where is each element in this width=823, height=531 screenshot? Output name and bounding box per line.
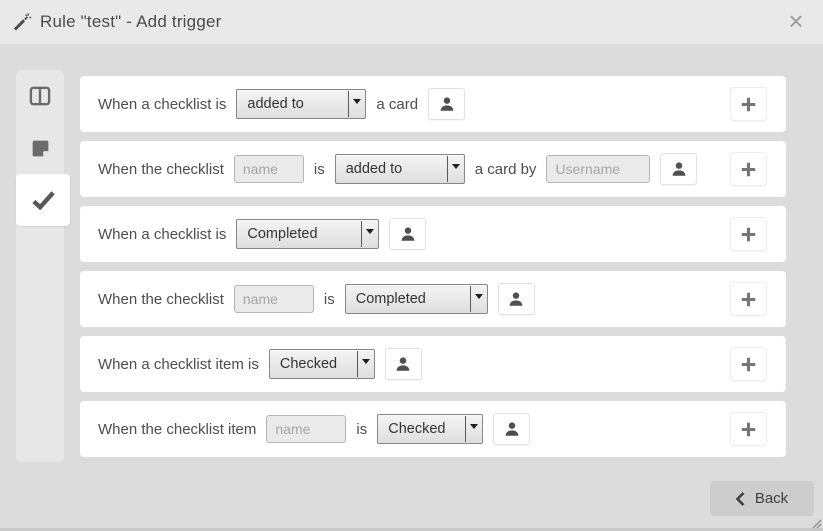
person-icon [401, 227, 415, 241]
user-filter-button[interactable] [389, 218, 427, 250]
add-trigger-button[interactable] [730, 152, 767, 186]
person-icon [505, 422, 519, 436]
sidebar-tab-checklist[interactable] [16, 174, 70, 226]
select-value: Checked [279, 356, 338, 372]
checklist-action-select[interactable]: added to [334, 154, 465, 184]
checklist-name-input[interactable] [233, 285, 314, 313]
chevron-down-icon [361, 221, 377, 247]
chevron-down-icon [465, 416, 481, 442]
user-filter-button[interactable] [493, 413, 531, 445]
checklist-name-input[interactable] [233, 155, 304, 183]
checklist-state-select[interactable]: Completed [344, 284, 488, 314]
add-trigger-button[interactable] [730, 87, 767, 121]
plus-icon [741, 227, 756, 241]
chevron-down-icon [469, 286, 486, 312]
chevron-down-icon [446, 156, 463, 182]
magic-wand-icon [13, 13, 32, 31]
select-value: Completed [247, 226, 318, 242]
select-value: Completed [355, 291, 426, 307]
window-bottom-edge [0, 528, 823, 531]
row-text-mid: is [313, 160, 325, 178]
chevron-down-icon [348, 91, 364, 117]
trigger-row-named-checklist-completed: When the checklist is Completed [80, 271, 786, 327]
row-text-after: a card by [474, 160, 537, 178]
user-filter-button[interactable] [660, 153, 698, 185]
row-text-before: When the checklist [98, 160, 224, 178]
person-icon [509, 292, 523, 306]
add-trigger-button[interactable] [730, 282, 767, 316]
trigger-row-named-checklist-added: When the checklist is added to a card by [80, 141, 786, 197]
board-columns-icon [29, 86, 51, 106]
add-trigger-button[interactable] [730, 347, 767, 381]
add-trigger-button[interactable] [730, 217, 767, 251]
plus-icon [741, 357, 756, 371]
trigger-row-named-checklist-item-checked: When the checklist item is Checked [80, 401, 786, 457]
trigger-row-checklist-item-checked: When a checklist item is Checked [80, 336, 786, 392]
dialog-titlebar: Rule "test" - Add trigger × [0, 0, 823, 44]
add-trigger-button[interactable] [730, 412, 767, 446]
trigger-row-checklist-completed: When a checklist is Completed [80, 206, 786, 262]
item-state-select[interactable]: Checked [268, 349, 375, 379]
row-text-mid: is [356, 420, 368, 438]
select-value: added to [247, 96, 304, 112]
person-icon [672, 162, 686, 176]
user-filter-button[interactable] [384, 348, 422, 380]
back-button[interactable]: Back [710, 481, 814, 516]
select-value: added to [345, 161, 403, 177]
sidebar-tab-card[interactable] [16, 122, 64, 174]
row-text-mid: is [323, 290, 335, 308]
trigger-category-sidebar [16, 70, 70, 462]
plus-icon [741, 422, 756, 436]
checkmark-icon [31, 191, 55, 210]
dialog-title: Rule "test" - Add trigger [40, 12, 222, 31]
select-value: Checked [388, 421, 446, 437]
card-icon [32, 140, 48, 156]
row-text-after: a card [376, 95, 419, 113]
plus-icon [741, 162, 756, 176]
user-filter-button[interactable] [497, 283, 535, 315]
row-text-before: When the checklist [98, 290, 224, 308]
person-icon [397, 357, 410, 371]
chevron-left-icon [735, 491, 745, 506]
back-button-label: Back [754, 490, 789, 507]
sidebar-tab-board[interactable] [16, 70, 64, 122]
close-icon[interactable]: × [788, 6, 804, 36]
trigger-row-checklist-added: When a checklist is added to a card [80, 76, 786, 132]
item-state-select[interactable]: Checked [377, 414, 484, 444]
trigger-rows: When a checklist is added to a card When… [80, 76, 786, 466]
checklist-action-select[interactable]: added to [236, 89, 367, 119]
resize-grip-icon[interactable] [811, 518, 822, 529]
person-icon [440, 97, 453, 111]
row-text-before: When the checklist item [98, 420, 257, 438]
plus-icon [741, 292, 756, 306]
plus-icon [741, 97, 756, 111]
row-text-before: When a checklist item is [98, 355, 259, 373]
chevron-down-icon [356, 351, 373, 377]
user-filter-button[interactable] [428, 88, 466, 120]
row-text-before: When a checklist is [98, 95, 227, 113]
item-name-input[interactable] [266, 415, 347, 443]
row-text-before: When a checklist is [98, 225, 227, 243]
username-input[interactable] [546, 155, 651, 183]
checklist-state-select[interactable]: Completed [236, 219, 380, 249]
